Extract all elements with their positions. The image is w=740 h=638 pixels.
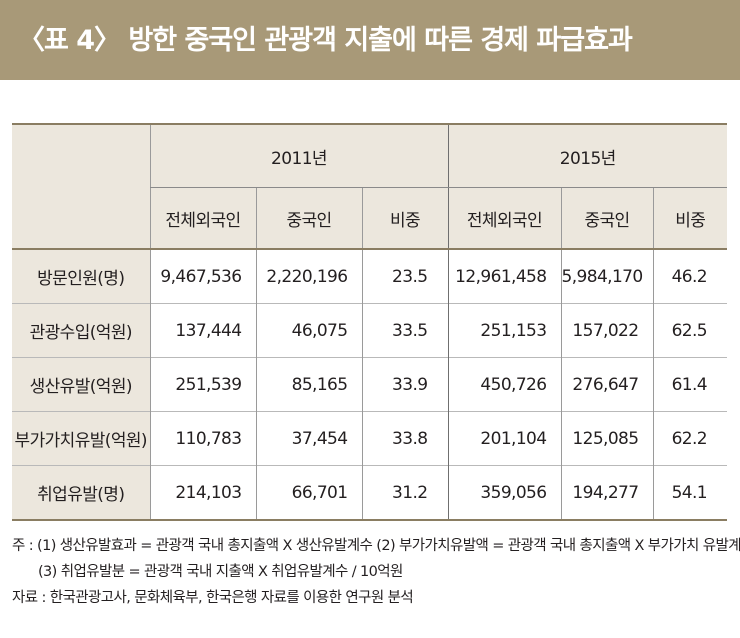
- table-cell: 54.1: [652, 465, 728, 520]
- table-cell: 46,075: [255, 303, 362, 358]
- table-cell: 66,701: [255, 465, 362, 520]
- page-title: 〈표 4〉 방한 중국인 관광객 지출에 따른 경제 파급효과: [18, 25, 633, 56]
- col-header-chinese-2015: 중국인: [560, 187, 653, 250]
- table-cell: 5,984,170: [560, 249, 653, 304]
- table-cell: 12,961,458: [447, 249, 561, 304]
- table-cell: 110,783: [149, 411, 256, 466]
- row-label: 관광수입(억원): [12, 303, 150, 358]
- table-row: 취업유발(명) 214,103 66,701 31.2 359,056 194,…: [12, 465, 728, 520]
- table-cell: 194,277: [560, 465, 653, 520]
- row-label: 부가가치유발(억원): [12, 411, 150, 466]
- table-cell: 31.2: [361, 465, 448, 520]
- table-cell: 33.5: [361, 303, 448, 358]
- col-header-share-2015: 비중: [652, 187, 728, 250]
- table-cell: 125,085: [560, 411, 653, 466]
- table-cell: 9,467,536: [149, 249, 256, 304]
- col-header-chinese-2011: 중국인: [255, 187, 362, 250]
- table-row: 부가가치유발(억원) 110,783 37,454 33.8 201,104 1…: [12, 411, 728, 466]
- table-cell: 46.2: [652, 249, 728, 304]
- col-header-share-2011: 비중: [361, 187, 448, 250]
- table-cell: 37,454: [255, 411, 362, 466]
- table-row: 생산유발(억원) 251,539 85,165 33.9 450,726 276…: [12, 357, 728, 412]
- table-cell: 276,647: [560, 357, 653, 412]
- row-label: 방문인원(명): [12, 249, 150, 304]
- table-cell: 214,103: [149, 465, 256, 520]
- note-line-2: (3) 취업유발분 = 관광객 국내 지출액 X 취업유발계수 / 10억원: [38, 564, 403, 580]
- notes: 주 : (1) 생산유발효과 = 관광객 국내 총지출액 X 생산유발계수 (2…: [12, 533, 740, 611]
- table-cell: 23.5: [361, 249, 448, 304]
- title-bar: 〈표 4〉 방한 중국인 관광객 지출에 따른 경제 파급효과: [0, 0, 740, 80]
- data-table: 2011년 2015년 전체외국인 중국인 비중 전체외국인 중국인 비중 방문…: [12, 123, 728, 521]
- table-cell: 450,726: [447, 357, 561, 412]
- table-cell: 2,220,196: [255, 249, 362, 304]
- col-header-total-foreign-2015: 전체외국인: [447, 187, 561, 250]
- row-label: 취업유발(명): [12, 465, 150, 520]
- table-row: 방문인원(명) 9,467,536 2,220,196 23.5 12,961,…: [12, 249, 728, 304]
- table-cell: 137,444: [149, 303, 256, 358]
- row-label: 생산유발(억원): [12, 357, 150, 412]
- note-line-1: 주 : (1) 생산유발효과 = 관광객 국내 총지출액 X 생산유발계수 (2…: [12, 538, 740, 554]
- table-cell: 359,056: [447, 465, 561, 520]
- col-header-total-foreign-2011: 전체외국인: [149, 187, 256, 250]
- table-row: 관광수입(억원) 137,444 46,075 33.5 251,153 157…: [12, 303, 728, 358]
- year-header-2015: 2015년: [447, 124, 728, 188]
- table-cell: 201,104: [447, 411, 561, 466]
- table-cell: 33.9: [361, 357, 448, 412]
- table-cell: 62.5: [652, 303, 728, 358]
- table-cell: 251,539: [149, 357, 256, 412]
- table-cell: 62.2: [652, 411, 728, 466]
- table-cell: 33.8: [361, 411, 448, 466]
- year-header-2011: 2011년: [149, 124, 448, 188]
- table-cell: 61.4: [652, 357, 728, 412]
- table-cell: 157,022: [560, 303, 653, 358]
- row-header-corner: [12, 124, 150, 250]
- source-line: 자료 : 한국관광고사, 문화체육부, 한국은행 자료를 이용한 연구원 분석: [12, 590, 414, 606]
- table-cell: 85,165: [255, 357, 362, 412]
- table-cell: 251,153: [447, 303, 561, 358]
